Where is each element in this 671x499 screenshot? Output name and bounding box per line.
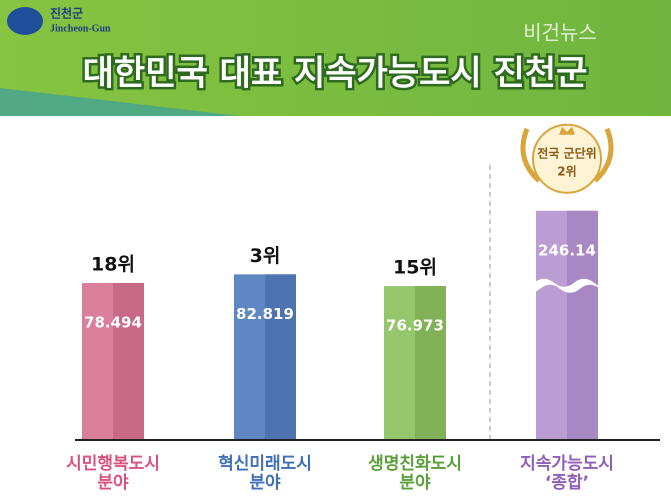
rank-label: 3위: [250, 245, 281, 267]
value-label: 82.819: [236, 305, 294, 323]
bar-shade: [113, 283, 144, 440]
category-label: 생명친화도시 분야: [368, 454, 462, 493]
bar-group: [234, 274, 296, 440]
bar-shade: [265, 274, 296, 440]
bar-group: [384, 286, 446, 440]
badge-crown: [559, 126, 575, 135]
badge-line2: 2위: [557, 164, 576, 178]
logo-mark: [7, 7, 43, 35]
rank-label: 15위: [393, 257, 437, 279]
bar-shade: [415, 286, 446, 440]
bar-group: [532, 210, 602, 440]
badge-line1: 전국 군단위: [537, 145, 596, 160]
badge-laurel: [520, 127, 614, 183]
watermark: 비건뉴스: [523, 21, 597, 45]
value-label: 76.973: [386, 317, 444, 335]
header-stripe: [0, 88, 240, 116]
bar-group: [82, 283, 144, 440]
badge: [532, 123, 602, 194]
category-label: 혁신미래도시 분야: [218, 454, 312, 493]
value-label: 78.494: [84, 314, 142, 332]
chart-title: 대한민국 대표 지속가능도시 진천군: [83, 54, 588, 94]
axis-break: [532, 278, 602, 293]
category-label: 시민행복도시 분야: [66, 454, 160, 493]
bar-shade: [567, 210, 598, 440]
rank-label: 18위: [91, 254, 135, 276]
category-label: 지속가능도시 ‘종합’: [520, 454, 614, 493]
logo-name: 진천군: [50, 6, 83, 21]
logo-name-en: Jincheon-Gun: [50, 23, 111, 34]
header-band: [0, 0, 671, 116]
value-label: 246.14: [538, 241, 596, 259]
